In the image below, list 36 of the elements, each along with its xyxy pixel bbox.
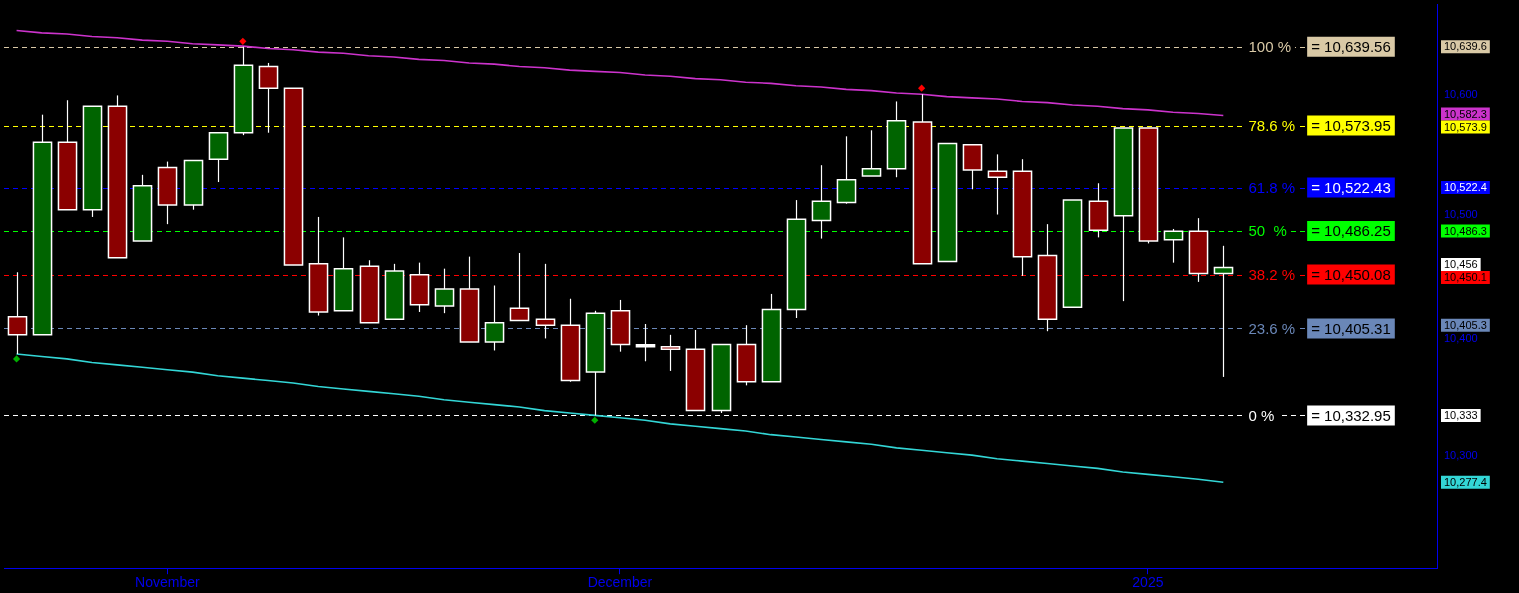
- y-tick-label: 10,300: [1444, 448, 1478, 461]
- y-tick-label: 10,450.1: [1444, 271, 1487, 284]
- text: 78.6 %: [1248, 116, 1296, 134]
- point: [918, 84, 926, 92]
- y-tick-label: 10,405.3: [1444, 318, 1487, 331]
- ref-line-label: = 10,450.08: [1311, 265, 1391, 283]
- y-tick-label: 10,333: [1444, 409, 1478, 422]
- ref-line-label: = 10,332.95: [1311, 406, 1391, 424]
- x-tick-label: December: [587, 574, 653, 591]
- ref-line-label: = 10,522.43: [1311, 178, 1391, 196]
- y-tick-label: 10,582.3: [1444, 107, 1487, 120]
- text: 50 %: [1248, 222, 1287, 240]
- y-tick-label: 10,486.3: [1444, 224, 1487, 237]
- text: 23.6 %: [1248, 319, 1296, 337]
- y-tick-label: 10,639.6: [1444, 40, 1487, 53]
- x-tick-label: November: [135, 574, 201, 591]
- y-tick-label: 10,600: [1444, 87, 1478, 100]
- text: 61.8 %: [1248, 178, 1296, 196]
- text: 100 %: [1248, 37, 1291, 55]
- ref-line-label: = 10,486.25: [1311, 222, 1391, 240]
- point: [239, 37, 247, 45]
- text: 38.2 %: [1248, 265, 1296, 283]
- ref-line-label: = 10,405.31: [1311, 319, 1391, 337]
- y-tick-label: 10,456: [1444, 258, 1478, 271]
- point: [591, 416, 599, 424]
- point: [12, 355, 21, 363]
- ref-line-label: = 10,573.95: [1311, 116, 1391, 134]
- y-tick-label: 10,500: [1444, 208, 1478, 221]
- y-tick-label: 10,522.4: [1444, 181, 1487, 194]
- text: 0 %: [1248, 406, 1275, 424]
- y-tick-label: 10,400: [1444, 331, 1478, 344]
- y-tick-label: 10,573.9: [1444, 120, 1487, 133]
- y-tick-label: 10,277.4: [1444, 475, 1487, 488]
- ref-line-label: = 10,639.56: [1311, 37, 1391, 55]
- x-tick-label: 2025: [1132, 574, 1164, 591]
- candlestick: [836, 135, 857, 205]
